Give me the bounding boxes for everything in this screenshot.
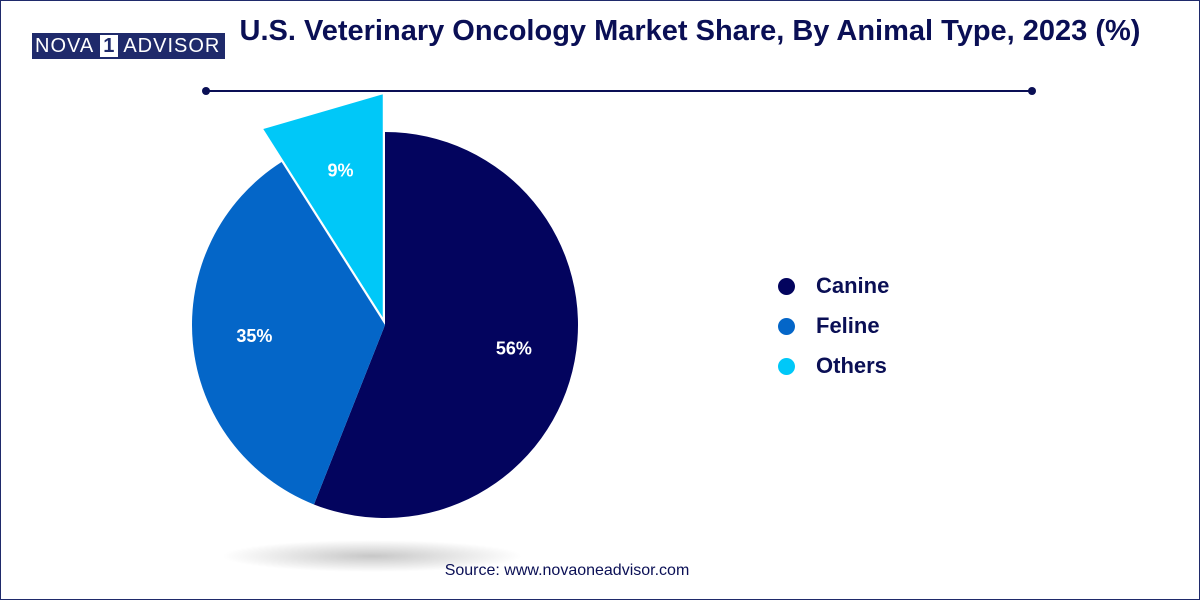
logo-text-nova: NOVA — [32, 33, 99, 59]
legend-item-canine: Canine — [778, 266, 889, 306]
divider-left-dot — [202, 87, 210, 95]
legend-swatch-canine — [778, 277, 795, 295]
data-label-others: 9% — [327, 160, 353, 180]
legend: Canine Feline Others — [778, 266, 889, 386]
pie-slice-feline — [191, 162, 385, 505]
divider-right-dot — [1028, 87, 1036, 95]
data-label-canine: 56% — [496, 338, 532, 358]
pie-slice-others — [263, 94, 383, 318]
legend-label-feline: Feline — [816, 313, 880, 338]
legend-swatch-others — [778, 357, 795, 375]
legend-item-others: Others — [778, 346, 889, 386]
logo-text-advisor: ADVISOR — [120, 33, 226, 59]
legend-swatch-feline — [778, 317, 795, 335]
legend-item-feline: Feline — [778, 306, 889, 346]
legend-label-canine: Canine — [816, 273, 890, 298]
pie-slice-canine — [313, 132, 578, 519]
logo-text-one: 1 — [98, 33, 121, 59]
title-divider — [202, 87, 1036, 95]
chart-title: U.S. Veterinary Oncology Market Share, B… — [239, 15, 1141, 47]
legend-label-others: Others — [816, 353, 887, 378]
brand-logo: NOVA 1 ADVISOR — [32, 33, 226, 59]
pie-shadow — [222, 540, 522, 572]
source-note: Source: www.novaoneadvisor.com — [444, 562, 690, 579]
data-label-feline: 35% — [236, 326, 272, 346]
